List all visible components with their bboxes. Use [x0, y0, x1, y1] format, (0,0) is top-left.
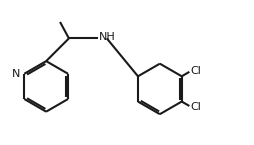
Text: NH: NH: [99, 32, 116, 42]
Text: Cl: Cl: [191, 102, 201, 112]
Text: N: N: [12, 69, 21, 79]
Text: Cl: Cl: [191, 66, 201, 76]
